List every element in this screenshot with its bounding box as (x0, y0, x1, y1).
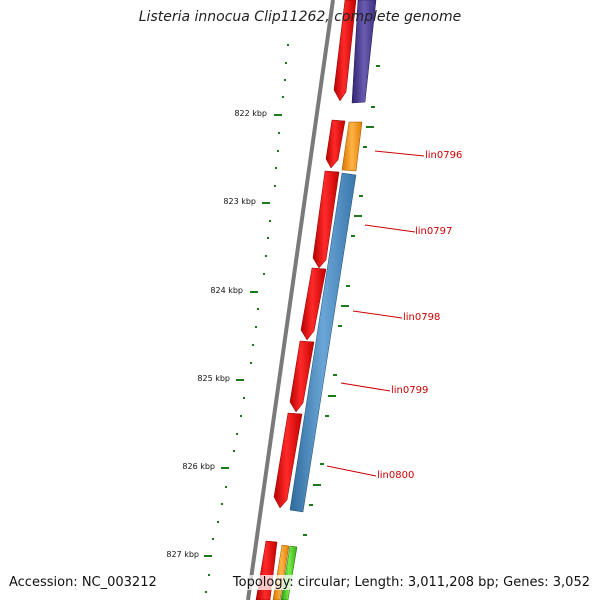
gene-label-lin0798[interactable]: lin0798 (403, 312, 440, 323)
cds-arrow[interactable] (325, 119, 346, 169)
map-title: Listeria innocua Clip11262, complete gen… (138, 9, 462, 25)
scale-ticks (204, 44, 289, 593)
gene-label-lin0796[interactable]: lin0796 (425, 150, 462, 161)
cds-block-purple[interactable] (351, 0, 377, 104)
cds-track-other (272, 0, 377, 600)
scale-label: 824 kbp (210, 286, 243, 295)
scale-label: 826 kbp (182, 462, 215, 471)
accession-text: Accession: NC_003212 (7, 575, 159, 590)
cds-arrow[interactable] (300, 267, 327, 341)
cds-arrow[interactable] (255, 540, 278, 600)
scale-label: 822 kbp (234, 109, 267, 118)
topology-text: Topology: circular; Length: 3,011,208 bp… (230, 575, 592, 590)
scale-label: 827 kbp (166, 550, 199, 559)
scale-label: 823 kbp (223, 197, 256, 206)
genome-backbone (246, 0, 335, 600)
gene-label-leaders (326, 150, 425, 477)
cds-arrow[interactable] (289, 340, 315, 413)
cds-arrow[interactable] (273, 412, 303, 509)
outer-ticks (303, 65, 380, 536)
cds-track-forward (255, 0, 357, 600)
scale-label: 825 kbp (197, 374, 230, 383)
gene-label-lin0800[interactable]: lin0800 (377, 470, 414, 481)
gene-label-lin0797[interactable]: lin0797 (415, 226, 452, 237)
cds-arrow[interactable] (333, 0, 357, 102)
cds-block-blue[interactable] (289, 172, 357, 513)
cds-arrow[interactable] (312, 170, 340, 269)
gene-label-lin0799[interactable]: lin0799 (391, 385, 428, 396)
cds-block-orange[interactable] (341, 121, 363, 172)
